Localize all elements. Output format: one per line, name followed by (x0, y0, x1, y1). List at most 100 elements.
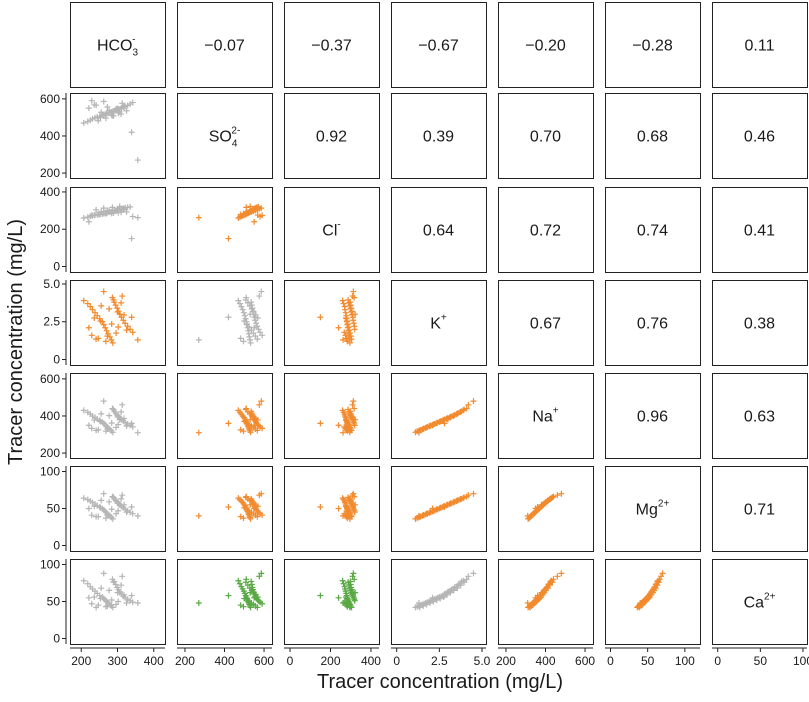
data-point-r3-c1 (236, 300, 243, 307)
correlation-value: 0.38 (744, 316, 775, 333)
data-point-r5-c1 (240, 515, 247, 522)
data-point-r6-c4 (527, 604, 534, 611)
data-point-r5-c0 (97, 504, 104, 511)
data-point-r5-c0 (118, 495, 125, 502)
data-point-r2-c0 (129, 213, 136, 220)
x-tick-label: 0 (607, 654, 614, 668)
data-point-r5-c0 (109, 515, 116, 522)
data-point-r6-c2 (339, 577, 346, 584)
data-point-r5-c3 (444, 501, 451, 508)
data-point-r6-c3 (423, 601, 430, 608)
data-point-r5-c1 (254, 513, 261, 520)
panel-r1-c3 (391, 93, 487, 179)
data-point-r1-c0 (85, 105, 92, 112)
data-point-r2-c0 (113, 208, 120, 215)
data-point-r3-c1 (250, 330, 257, 337)
data-point-r6-c0 (98, 585, 105, 592)
panel-r0-c4 (498, 2, 594, 88)
panel-r0-c1 (177, 2, 273, 88)
panel-r5-c4 (498, 466, 594, 552)
data-point-r2-c1 (236, 214, 243, 221)
data-point-r5-c3 (429, 505, 436, 512)
data-point-r6-c1 (254, 594, 261, 601)
data-point-r4-c1 (243, 405, 250, 412)
panel-r2-c3 (391, 187, 487, 273)
data-point-r4-c2 (340, 429, 347, 436)
data-point-r4-c1 (240, 428, 247, 435)
panel-r0-c6 (712, 2, 808, 88)
data-point-r4-c3 (444, 416, 451, 423)
data-point-r6-c0 (80, 577, 87, 584)
data-point-r6-c3 (420, 602, 427, 609)
data-point-r5-c0 (93, 513, 100, 520)
data-point-r1-c0 (88, 97, 95, 104)
correlation-value: 0.46 (744, 129, 775, 146)
panel-r2-c0 (70, 187, 166, 273)
data-point-r3-c2 (340, 300, 347, 307)
data-point-r3-c2 (335, 324, 342, 331)
data-point-r5-c1 (247, 501, 254, 508)
data-point-r4-c0 (113, 424, 120, 431)
data-point-r6-c2 (335, 594, 342, 601)
panel-r6-c5 (605, 559, 701, 645)
x-tick-label: 200 (71, 654, 91, 668)
data-point-r4-c2 (350, 398, 357, 405)
x-tick-label: 100 (675, 654, 695, 668)
data-point-r3-c0 (113, 330, 120, 337)
y-tick-label: 200 (40, 446, 60, 460)
data-point-r4-c0 (128, 420, 135, 427)
data-point-r6-c3 (463, 576, 470, 583)
x-tick-label: 5.0 (474, 654, 491, 668)
y-tick-label: 2.5 (43, 315, 60, 329)
data-point-r3-c1 (253, 320, 260, 327)
panel-r0-c5 (605, 2, 701, 88)
data-point-r6-c3 (470, 570, 477, 577)
data-point-r3-c2 (341, 329, 348, 336)
data-point-r3-c2 (348, 336, 355, 343)
data-point-r2-c1 (243, 204, 250, 211)
panel-r2-c1 (177, 187, 273, 273)
data-point-r5-c3 (423, 510, 430, 517)
data-point-r6-c0 (100, 570, 107, 577)
x-tick-label: 400 (144, 654, 164, 668)
data-point-r2-c0 (91, 212, 98, 219)
data-point-r4-c3 (415, 429, 422, 436)
y-tick-label: 0 (53, 632, 60, 646)
data-point-r2-c0 (134, 214, 141, 221)
data-point-r6-c0 (93, 604, 100, 611)
data-point-r2-c0 (128, 235, 135, 242)
data-point-r2-c0 (80, 215, 87, 222)
x-tick-label: 2.5 (431, 654, 448, 668)
data-point-r4-c0 (98, 410, 105, 417)
panel-r6-c4 (498, 559, 594, 645)
data-point-r2-c0 (100, 205, 107, 212)
data-point-r5-c3 (457, 495, 464, 502)
data-point-r3-c1 (246, 302, 253, 309)
panel-r3-c5 (605, 280, 701, 366)
data-point-r6-c1 (254, 604, 261, 611)
panel-r4-c5 (605, 373, 701, 459)
data-point-r3-c0 (108, 336, 115, 343)
x-tick-label: 200 (175, 654, 195, 668)
data-point-r3-c0 (127, 326, 134, 333)
data-point-r4-c2 (335, 422, 342, 429)
data-point-r6-c0 (134, 599, 141, 606)
panel-r4-c4 (498, 373, 594, 459)
panel-r3-c3 (391, 280, 487, 366)
data-point-r3-c0 (122, 320, 129, 327)
data-point-r5-c1 (195, 512, 202, 519)
data-point-r3-c0 (109, 294, 116, 301)
data-point-r2-c1 (195, 214, 202, 221)
data-point-r3-c1 (250, 308, 257, 315)
data-point-r6-c0 (106, 587, 113, 594)
data-point-r2-c0 (93, 206, 100, 213)
data-point-r5-c0 (85, 505, 92, 512)
y-tick-label: 400 (40, 129, 60, 143)
x-tick-label: 200 (496, 654, 516, 668)
data-point-r6-c5 (656, 576, 663, 583)
data-point-r3-c2 (351, 294, 358, 301)
data-point-r5-c0 (119, 492, 126, 499)
data-point-r2-c0 (104, 207, 111, 214)
data-point-r4-c2 (351, 422, 358, 429)
data-point-r3-c2 (345, 299, 352, 306)
